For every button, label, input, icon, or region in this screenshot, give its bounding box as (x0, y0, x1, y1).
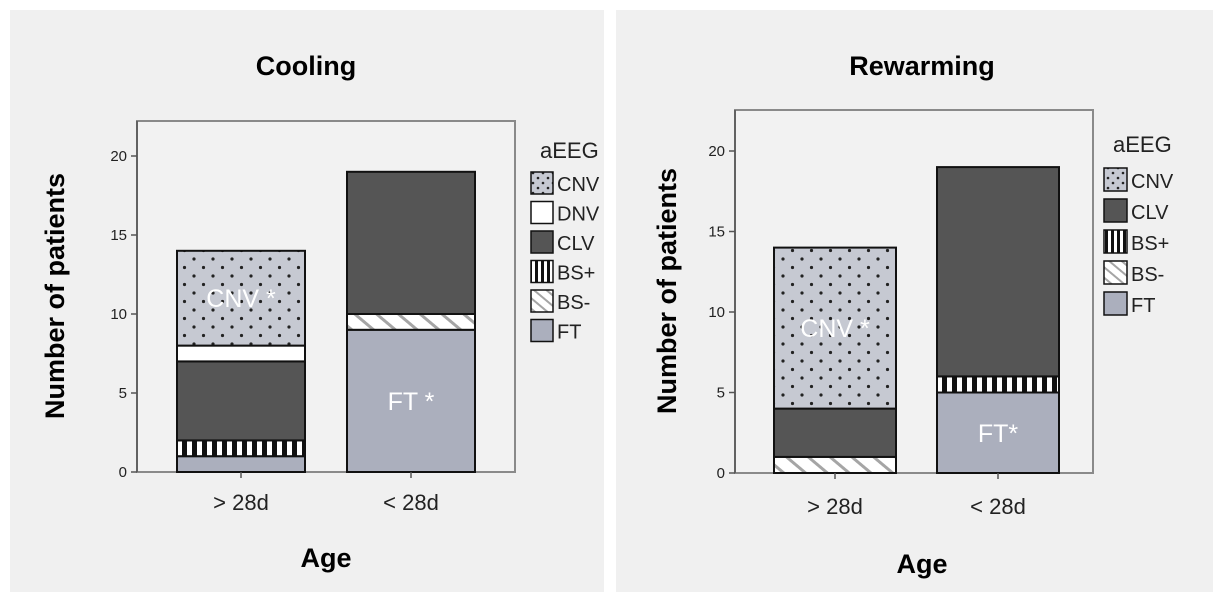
legend-label-bsplus: BS+ (1131, 233, 1169, 255)
legend-swatch-clv (1103, 198, 1128, 223)
y-tick-label: 10 (110, 306, 127, 323)
bar-segment-bsplus--28d (936, 375, 1060, 394)
legend-label-bsminus: BS- (1131, 264, 1164, 286)
x-tick-labels: > 28d < 28d (213, 472, 439, 515)
y-tick-label: 20 (708, 143, 725, 160)
bar-segment-clv--28d (936, 166, 1060, 378)
legend-label-bsminus: BS- (557, 292, 590, 314)
bar-annotation-ft: FT * (388, 388, 435, 416)
y-tick-label: 0 (717, 465, 725, 482)
bars: CNV * FT * (176, 170, 476, 474)
y-tick-label: 5 (119, 385, 127, 402)
rewarming-chart: Rewarming 0 5 10 15 20 CNV * FT* > 28d < 28d N… (652, 51, 1174, 579)
x-axis-label: Age (896, 549, 947, 579)
legend-swatch-bsplus (530, 259, 554, 284)
legend-label-ft: FT (1131, 295, 1155, 317)
bar-annotation-cnv: CNV * (206, 285, 276, 313)
legend-label-ft: FT (557, 322, 581, 344)
bar-segment-bsminus--28d (773, 455, 897, 474)
y-tick-label: 20 (110, 148, 127, 165)
bar-segment-bsminus--28d (346, 313, 476, 331)
bar-annotation-ft: FT* (978, 420, 1019, 448)
x-tick-label: > 28d (213, 490, 269, 515)
legend-title: aEEG (540, 138, 599, 163)
legend-swatch-ft (530, 318, 554, 343)
legend-swatch-bsminus (1103, 260, 1128, 285)
legend-swatch-clv (530, 230, 554, 254)
legend: aEEG CNV DNV CLV BS+ BS- FT (530, 138, 600, 344)
bar-segment-cnv--28d (773, 246, 897, 410)
y-ticks: 0 5 10 15 20 (708, 143, 735, 482)
legend-swatch-bsplus (1103, 229, 1128, 254)
y-ticks: 0 5 10 15 20 (110, 148, 137, 481)
legend-label-clv: CLV (557, 233, 595, 255)
cooling-chart: Cooling 0 5 10 15 20 CNV * FT * > 28d < 28d Nu… (40, 51, 600, 573)
legend-swatch-ft (1103, 291, 1128, 316)
chart-title: Rewarming (849, 51, 995, 81)
bar-segment-ft--28d (936, 391, 1060, 474)
legend-label-cnv: CNV (1131, 171, 1174, 193)
x-tick-label: > 28d (807, 494, 863, 519)
bar-segment-clv--28d (346, 170, 476, 315)
legend-label-cnv: CNV (557, 174, 600, 196)
y-tick-label: 15 (110, 227, 127, 244)
legend-swatch-bsminus (530, 289, 554, 313)
legend-label-clv: CLV (1131, 202, 1169, 224)
bar-segment-cnv--28d (176, 249, 306, 347)
bars: CNV * FT* (773, 166, 1060, 474)
y-axis-label: Number of patients (40, 173, 70, 419)
legend-title: aEEG (1113, 132, 1172, 157)
legend-swatch-cnv (1103, 167, 1128, 192)
x-axis-label: Age (300, 543, 351, 573)
x-tick-labels: > 28d < 28d (807, 473, 1026, 519)
x-tick-label: < 28d (383, 490, 439, 515)
y-tick-label: 15 (708, 224, 725, 241)
bar-segment-dnv--28d (176, 344, 306, 363)
legend-label-bsplus: BS+ (557, 263, 595, 285)
legend-swatch-cnv (530, 171, 554, 195)
legend-swatch-dnv (530, 200, 554, 225)
y-tick-label: 10 (708, 304, 725, 321)
bar-segment-clv--28d (773, 407, 897, 458)
x-tick-label: < 28d (970, 494, 1026, 519)
y-tick-label: 5 (717, 385, 725, 402)
y-axis-label: Number of patients (652, 168, 682, 414)
bar-segment-clv--28d (176, 360, 306, 442)
legend-label-dnv: DNV (557, 204, 600, 226)
bar-annotation-cnv: CNV * (800, 315, 870, 343)
bar-segment-bsplus--28d (176, 439, 306, 458)
bar-segment-ft--28d (176, 455, 306, 474)
legend: aEEG CNV CLV BS+ BS- FT (1103, 132, 1174, 317)
chart-title: Cooling (256, 51, 356, 81)
y-tick-label: 0 (119, 464, 127, 481)
